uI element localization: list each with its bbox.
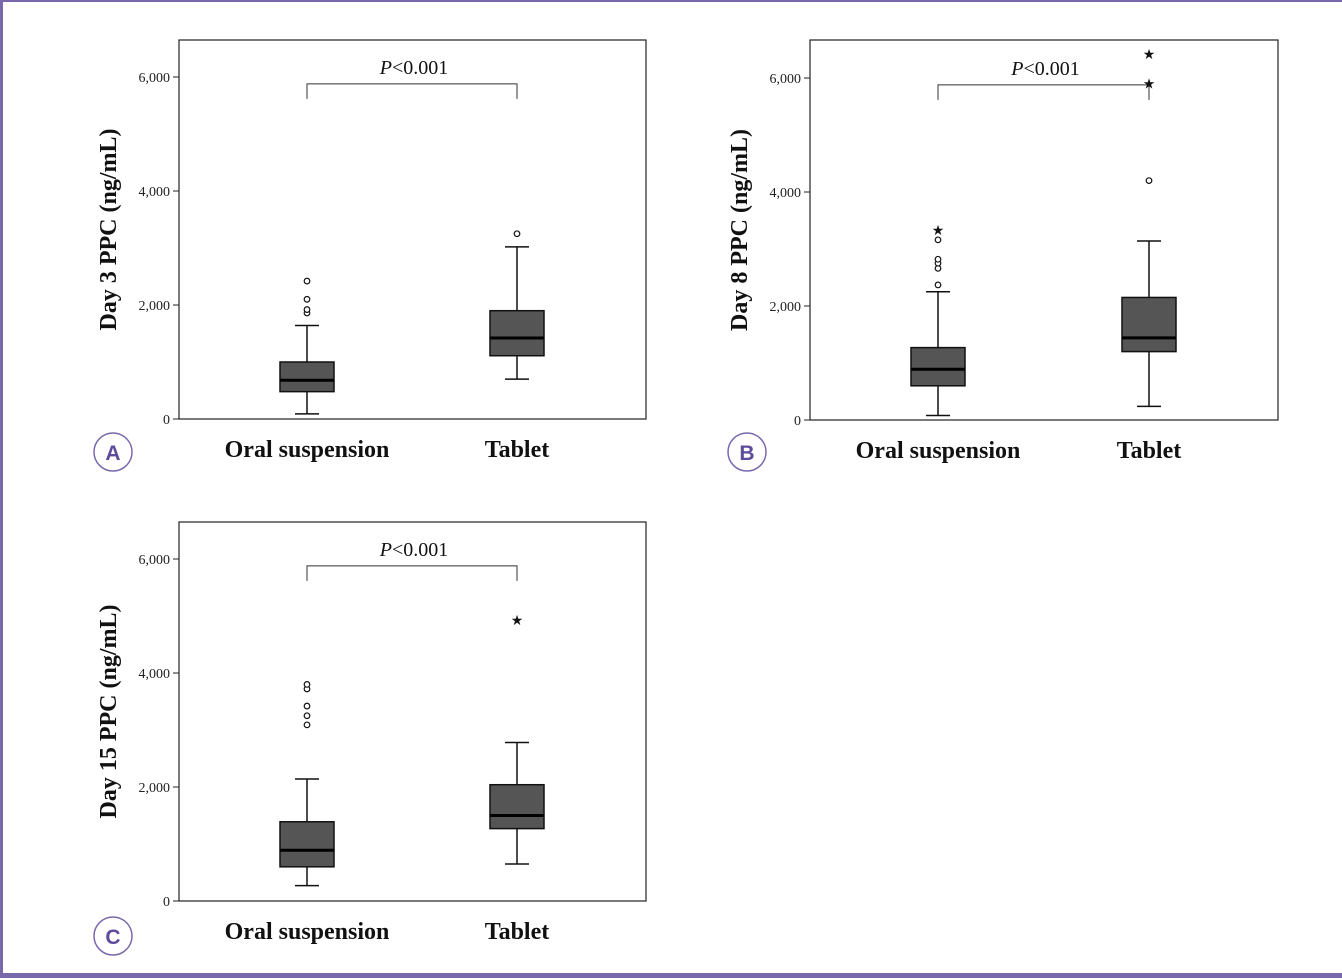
category-label: Oral suspension xyxy=(856,438,1021,464)
box-group: ★ Tablet xyxy=(485,613,549,945)
category-label: Oral suspension xyxy=(225,919,390,945)
outlier-point xyxy=(303,702,311,710)
outlier-point xyxy=(303,306,311,313)
y-tick-label: 4,000 xyxy=(139,667,171,682)
panel-letter: A xyxy=(105,442,120,465)
category-label: Tablet xyxy=(485,919,549,945)
panel-letter: C xyxy=(105,926,120,949)
y-tick-label: 0 xyxy=(163,895,170,910)
box-iqr xyxy=(910,346,966,387)
y-axis-title: Day 15 PPC (ng/mL) xyxy=(96,605,122,819)
box-iqr xyxy=(279,821,335,868)
panel-badge xyxy=(93,432,133,472)
box-iqr xyxy=(489,309,545,357)
comparison-bracket xyxy=(937,84,1150,100)
box-group: Oral suspension xyxy=(225,681,390,945)
outlier-point xyxy=(303,295,311,303)
box-group: Oral suspension xyxy=(225,277,390,463)
category-label: Tablet xyxy=(1117,438,1181,464)
extreme-point: ★ xyxy=(1143,47,1156,63)
y-tick-label: 2,000 xyxy=(139,299,171,314)
panel-A: 0 2,000 4,000 6,000 Day 3 PPC (ng/mL) P<0.001… xyxy=(93,39,647,472)
panel-B: 0 2,000 4,000 6,000 Day 8 PPC (ng/mL) P<0.001… xyxy=(727,39,1279,472)
p-value-label: P<0.001 xyxy=(379,57,449,79)
outlier-point xyxy=(513,230,521,238)
outlier-point xyxy=(303,721,311,729)
outlier-point xyxy=(934,236,942,244)
box-group: Tablet xyxy=(485,230,549,463)
box-iqr xyxy=(489,783,545,830)
plot-frame xyxy=(809,39,1279,421)
outlier-point xyxy=(303,712,311,720)
y-tick-label: 2,000 xyxy=(770,300,802,315)
extreme-point: ★ xyxy=(511,613,524,629)
category-label: Oral suspension xyxy=(225,437,390,463)
outlier-point xyxy=(934,281,942,289)
y-axis-title: Day 8 PPC (ng/mL) xyxy=(727,129,753,331)
y-tick-label: 2,000 xyxy=(139,781,171,796)
p-value-label: P<0.001 xyxy=(379,539,449,561)
extreme-point: ★ xyxy=(1143,77,1156,93)
y-tick-label: 6,000 xyxy=(770,72,802,87)
plot-frame xyxy=(178,521,647,902)
y-tick-label: 6,000 xyxy=(139,71,171,86)
y-axis-title: Day 3 PPC (ng/mL) xyxy=(96,129,122,331)
extreme-point: ★ xyxy=(932,223,945,239)
panel-letter: B xyxy=(739,442,754,465)
comparison-bracket xyxy=(306,565,518,581)
y-tick-label: 0 xyxy=(163,413,170,428)
box-iqr xyxy=(1121,296,1177,353)
y-tick-label: 6,000 xyxy=(139,553,171,568)
box-group: ★ ★ Tablet xyxy=(1117,47,1181,464)
p-value-label: P<0.001 xyxy=(1010,58,1080,80)
outlier-point xyxy=(303,681,311,688)
category-label: Tablet xyxy=(485,437,549,463)
comparison-bracket xyxy=(306,83,518,99)
y-tick-label: 0 xyxy=(794,414,801,429)
panel-badge xyxy=(727,432,767,472)
y-tick-label: 4,000 xyxy=(770,186,802,201)
outlier-point xyxy=(1145,177,1153,185)
y-tick-label: 4,000 xyxy=(139,185,171,200)
outlier-point xyxy=(934,255,942,263)
plot-frame xyxy=(178,39,647,420)
box-iqr xyxy=(279,361,335,393)
box-group: ★ Oral suspension xyxy=(856,223,1021,464)
outlier-point xyxy=(303,277,311,285)
panel-badge xyxy=(93,916,133,956)
panel-C: 0 2,000 4,000 6,000 Day 15 PPC (ng/mL) P<0.00… xyxy=(93,521,647,956)
chart-canvas: 0 2,000 4,000 6,000 Day 3 PPC (ng/mL) P<0.001… xyxy=(93,39,1279,956)
